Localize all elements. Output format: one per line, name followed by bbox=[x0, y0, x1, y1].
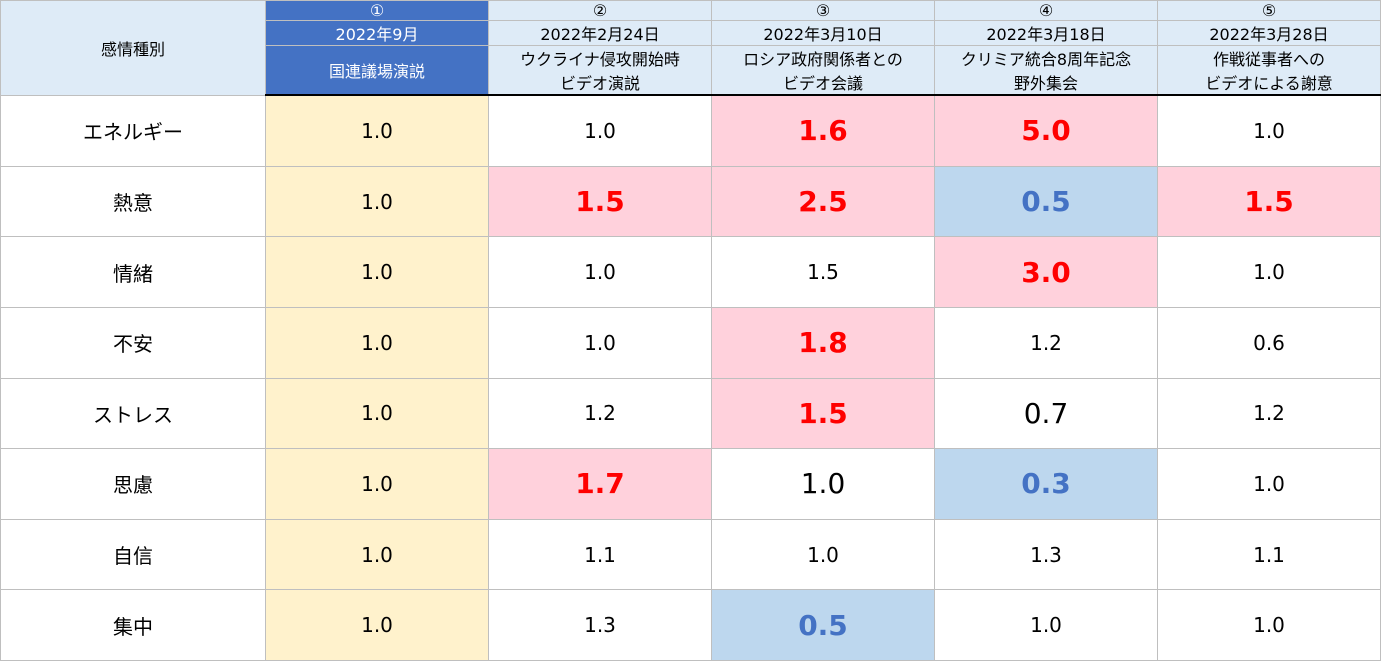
emotion-label: 情緒 bbox=[0, 236, 266, 308]
value-cell: 1.1 bbox=[1157, 518, 1381, 591]
speech-number-2: ② bbox=[488, 0, 712, 21]
speech-number-5: ⑤ bbox=[1157, 0, 1381, 21]
value-cell: 1.0 bbox=[265, 165, 489, 238]
value-cell: 3.0 bbox=[934, 236, 1158, 308]
value-cell: 1.7 bbox=[488, 448, 712, 520]
value-cell: 1.0 bbox=[711, 448, 935, 520]
speech-event-3-line2: ビデオ会議 bbox=[782, 74, 863, 93]
value-cell: 1.2 bbox=[488, 377, 712, 450]
speech-event-4: クリミア統合8周年記念 野外集会 bbox=[934, 45, 1158, 96]
speech-event-3: ロシア政府関係者との ビデオ会議 bbox=[711, 45, 935, 96]
emotion-label: 集中 bbox=[0, 589, 266, 661]
speech-event-5: 作戦従事者への ビデオによる謝意 bbox=[1157, 45, 1381, 96]
value-cell: 0.5 bbox=[934, 165, 1158, 238]
speech-number-1: ① bbox=[265, 0, 489, 21]
corner-header: 感情種別 bbox=[0, 0, 266, 96]
value-cell: 1.5 bbox=[1157, 165, 1381, 238]
value-cell: 1.0 bbox=[934, 589, 1158, 661]
value-cell: 1.0 bbox=[488, 306, 712, 379]
emotion-label: 自信 bbox=[0, 518, 266, 591]
value-cell: 1.0 bbox=[1157, 589, 1381, 661]
speech-date-2: 2022年2月24日 bbox=[488, 20, 712, 46]
speech-event-2-line1: ウクライナ侵攻開始時 bbox=[520, 50, 680, 69]
value-cell: 1.2 bbox=[1157, 377, 1381, 450]
table-row: 自信 1.0 1.1 1.0 1.3 1.1 bbox=[0, 518, 1381, 591]
emotion-label: エネルギー bbox=[0, 94, 266, 167]
value-cell: 1.5 bbox=[711, 236, 935, 308]
value-cell: 0.5 bbox=[711, 589, 935, 661]
speech-event-5-line2: ビデオによる謝意 bbox=[1205, 74, 1333, 93]
value-cell: 1.8 bbox=[711, 306, 935, 379]
value-cell: 1.0 bbox=[265, 94, 489, 167]
speech-number-4: ④ bbox=[934, 0, 1158, 21]
table-row: ストレス 1.0 1.2 1.5 0.7 1.2 bbox=[0, 377, 1381, 450]
value-cell: 1.0 bbox=[711, 518, 935, 591]
speech-number-3: ③ bbox=[711, 0, 935, 21]
speech-event-1-line1: 国連議場演説 bbox=[328, 62, 425, 81]
table-row: 情緒 1.0 1.0 1.5 3.0 1.0 bbox=[0, 236, 1381, 308]
value-cell: 1.0 bbox=[265, 448, 489, 520]
value-cell: 0.6 bbox=[1157, 306, 1381, 379]
speech-event-5-line1: 作戦従事者への bbox=[1212, 50, 1325, 69]
value-cell: 1.0 bbox=[265, 518, 489, 591]
table-row: 思慮 1.0 1.7 1.0 0.3 1.0 bbox=[0, 448, 1381, 520]
value-cell: 1.0 bbox=[488, 236, 712, 308]
value-cell: 1.0 bbox=[1157, 94, 1381, 167]
value-cell: 1.3 bbox=[488, 589, 712, 661]
value-cell: 1.0 bbox=[265, 377, 489, 450]
value-cell: 1.0 bbox=[265, 236, 489, 308]
emotion-label: ストレス bbox=[0, 377, 266, 450]
speech-date-4: 2022年3月18日 bbox=[934, 20, 1158, 46]
speech-event-4-line1: クリミア統合8周年記念 bbox=[960, 50, 1132, 69]
emotion-label: 思慮 bbox=[0, 448, 266, 520]
speech-event-1: 国連議場演説 bbox=[265, 45, 489, 96]
emotion-label: 熱意 bbox=[0, 165, 266, 238]
value-cell: 0.7 bbox=[934, 377, 1158, 450]
speech-event-4-line2: 野外集会 bbox=[1013, 74, 1078, 93]
value-cell: 1.0 bbox=[1157, 236, 1381, 308]
value-cell: 1.2 bbox=[934, 306, 1158, 379]
value-cell: 1.5 bbox=[488, 165, 712, 238]
table-row: エネルギー 1.0 1.0 1.6 5.0 1.0 bbox=[0, 94, 1381, 167]
speech-event-2-line2: ビデオ演説 bbox=[559, 74, 640, 93]
speech-date-1: 2022年9月 bbox=[265, 20, 489, 46]
value-cell: 5.0 bbox=[934, 94, 1158, 167]
value-cell: 1.3 bbox=[934, 518, 1158, 591]
value-cell: 1.0 bbox=[1157, 448, 1381, 520]
value-cell: 1.5 bbox=[711, 377, 935, 450]
value-cell: 2.5 bbox=[711, 165, 935, 238]
table-row: 不安 1.0 1.0 1.8 1.2 0.6 bbox=[0, 306, 1381, 379]
value-cell: 1.0 bbox=[488, 94, 712, 167]
emotion-label: 不安 bbox=[0, 306, 266, 379]
speech-event-2: ウクライナ侵攻開始時 ビデオ演説 bbox=[488, 45, 712, 96]
speech-event-3-line1: ロシア政府関係者との bbox=[743, 50, 903, 69]
speech-date-5: 2022年3月28日 bbox=[1157, 20, 1381, 46]
table-row: 集中 1.0 1.3 0.5 1.0 1.0 bbox=[0, 589, 1381, 661]
value-cell: 1.1 bbox=[488, 518, 712, 591]
table-row: 熱意 1.0 1.5 2.5 0.5 1.5 bbox=[0, 165, 1381, 238]
value-cell: 0.3 bbox=[934, 448, 1158, 520]
value-cell: 1.0 bbox=[265, 306, 489, 379]
speech-date-3: 2022年3月10日 bbox=[711, 20, 935, 46]
value-cell: 1.6 bbox=[711, 94, 935, 167]
value-cell: 1.0 bbox=[265, 589, 489, 661]
